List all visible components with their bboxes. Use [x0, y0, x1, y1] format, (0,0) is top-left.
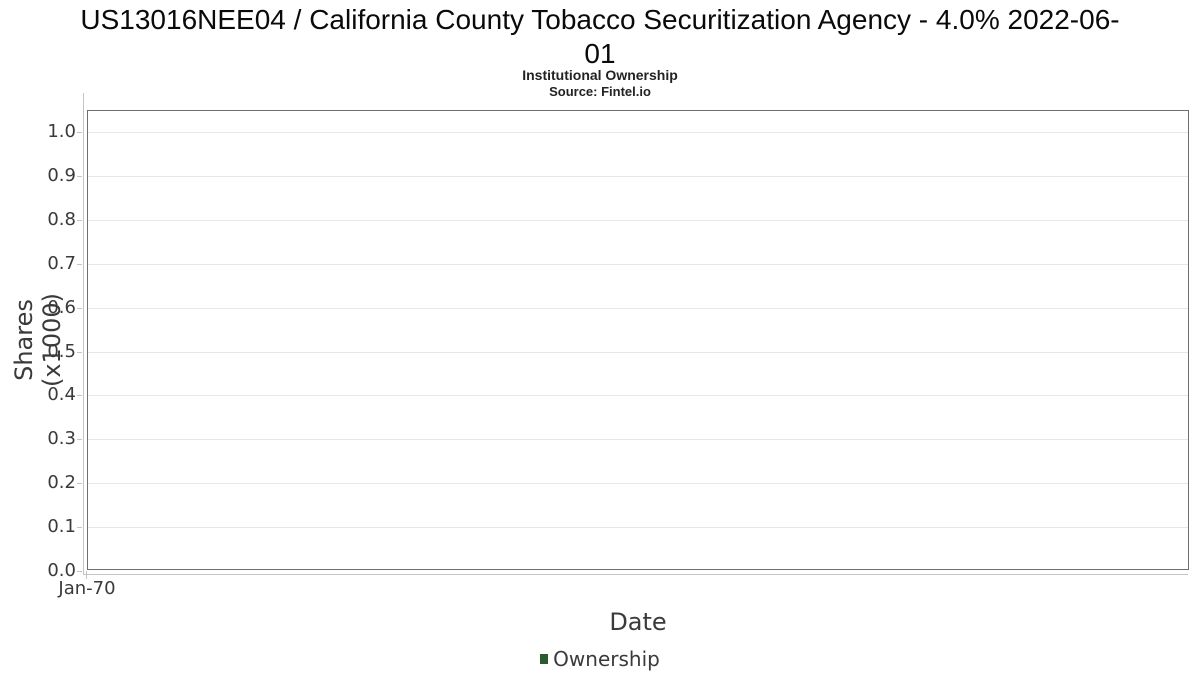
y-tick-label: 0.7: [47, 253, 76, 274]
gridline: [88, 352, 1188, 353]
gridline: [88, 220, 1188, 221]
legend-swatch-ownership: [540, 654, 549, 664]
y-tick-mark: [77, 571, 82, 572]
x-tick-mark: [86, 571, 87, 579]
y-tick-mark: [77, 220, 82, 221]
y-tick-mark: [77, 352, 82, 353]
y-axis-line: [83, 93, 84, 574]
y-tick-mark: [77, 527, 82, 528]
x-axis-title: Date: [609, 608, 667, 636]
y-tick-label: 0.3: [47, 428, 76, 449]
y-tick-label: 0.1: [47, 516, 76, 537]
gridline: [88, 527, 1188, 528]
y-tick-mark: [77, 439, 82, 440]
gridline: [88, 395, 1188, 396]
plot-area: [87, 110, 1189, 570]
gridline: [88, 483, 1188, 484]
chart-title-line2: 01: [584, 38, 616, 69]
chart-subtitle: Institutional Ownership: [522, 67, 678, 83]
y-tick-mark: [77, 132, 82, 133]
chart-source: Source: Fintel.io: [549, 84, 651, 99]
chart-title-line1: US13016NEE04 / California County Tobacco…: [80, 4, 1120, 35]
y-tick-mark: [77, 308, 82, 309]
legend-label-ownership: Ownership: [553, 647, 660, 671]
y-tick-label: 1.0: [47, 121, 76, 142]
gridline: [88, 308, 1188, 309]
y-tick-label: 0.5: [47, 341, 76, 362]
y-tick-label: 0.9: [47, 165, 76, 186]
legend: Ownership: [0, 646, 1200, 672]
y-tick-label: 0.6: [47, 297, 76, 318]
x-tick-label: Jan-70: [58, 578, 116, 599]
y-tick-label: 0.8: [47, 209, 76, 230]
y-tick-mark: [77, 264, 82, 265]
y-tick-mark: [77, 395, 82, 396]
y-tick-mark: [77, 176, 82, 177]
gridline: [88, 132, 1188, 133]
gridline: [88, 439, 1188, 440]
y-tick-label: 0.4: [47, 384, 76, 405]
gridline: [88, 264, 1188, 265]
x-axis-line: [83, 574, 1188, 575]
gridline: [88, 176, 1188, 177]
y-tick-label: 0.2: [47, 472, 76, 493]
y-tick-mark: [77, 483, 82, 484]
y-tick-label: 0.0: [47, 560, 76, 581]
